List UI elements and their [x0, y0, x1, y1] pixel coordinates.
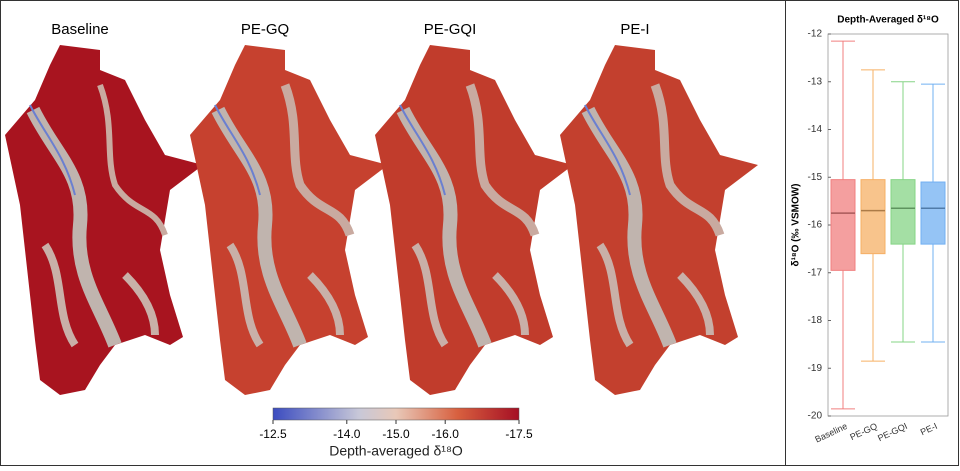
colorbar — [272, 407, 520, 421]
panel-title: PE-I — [620, 21, 649, 38]
map-river — [584, 104, 631, 196]
map-channel — [226, 242, 344, 348]
map-channel — [650, 83, 725, 237]
map — [560, 45, 758, 395]
y-tick-label: -17 — [808, 267, 823, 278]
map-channel — [41, 242, 159, 348]
panel-title: PE-GQ — [241, 21, 289, 38]
map — [5, 45, 203, 395]
map-river — [214, 104, 261, 196]
map — [375, 45, 573, 395]
maps: Baseline PE-GQ PE-GQI PE-I — [5, 21, 758, 395]
colorbar-tick-label: -17.5 — [505, 427, 533, 441]
map-river — [399, 104, 446, 196]
y-tick-label: -16 — [808, 220, 823, 231]
box — [830, 179, 856, 271]
y-tick-label: -19 — [808, 363, 823, 374]
x-tick-label: Baseline — [813, 421, 849, 445]
box — [920, 181, 946, 245]
box — [860, 179, 886, 255]
colorbar-tick-label: -12.5 — [259, 427, 287, 441]
chart-title: Depth-Averaged δ¹⁸O — [837, 15, 939, 26]
y-tick-label: -15 — [808, 172, 823, 183]
map-channel — [411, 242, 529, 348]
y-tick-label: -14 — [808, 124, 823, 135]
map-river — [29, 104, 76, 196]
map-channel — [465, 83, 540, 237]
x-tick-label: PE-I — [919, 421, 939, 437]
x-tick-label: PE-GQ — [848, 421, 879, 442]
y-tick-label: -12 — [808, 29, 823, 40]
y-axis-label: δ¹⁸O (‰ VSMOW) — [791, 183, 802, 266]
panel-title: Baseline — [51, 21, 109, 38]
map-channel — [280, 83, 355, 237]
panel-title: PE-GQI — [424, 21, 477, 38]
y-tick-label: -13 — [808, 76, 823, 87]
colorbar-tick-label: -14.0 — [333, 427, 361, 441]
colorbar-tick-label: -15.0 — [382, 427, 410, 441]
y-tick-label: -20 — [808, 411, 823, 422]
x-tick-label: PE-GQI — [876, 421, 909, 443]
colorbar-label: Depth-averaged δ¹⁸O — [329, 443, 463, 459]
map-channel — [97, 83, 168, 237]
y-tick-label: -18 — [808, 315, 823, 326]
map — [190, 45, 388, 395]
map-channel — [596, 242, 714, 348]
colorbar-tick-label: -16.0 — [432, 427, 460, 441]
box — [890, 179, 916, 245]
